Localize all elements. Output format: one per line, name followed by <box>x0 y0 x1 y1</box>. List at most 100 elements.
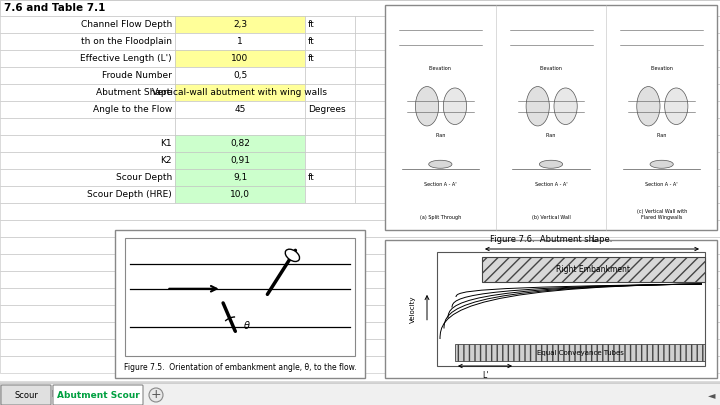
Ellipse shape <box>444 88 467 124</box>
Bar <box>420 67 550 84</box>
Ellipse shape <box>285 249 300 262</box>
Ellipse shape <box>636 87 660 126</box>
Bar <box>0 288 720 305</box>
Text: m HEC-18 (FHWA): m HEC-18 (FHWA) <box>4 390 80 399</box>
Bar <box>420 50 550 67</box>
Bar <box>0 84 175 101</box>
Text: m: m <box>553 173 562 182</box>
Bar <box>420 186 550 203</box>
Bar <box>600 152 720 169</box>
Bar <box>600 135 720 152</box>
Bar <box>455 344 705 361</box>
Text: 0,82: 0,82 <box>230 139 250 148</box>
Bar <box>0 67 175 84</box>
Ellipse shape <box>415 87 438 126</box>
Text: Figure 7.5.  Orientation of embankment angle, θ, to the flow.: Figure 7.5. Orientation of embankment an… <box>124 362 356 371</box>
Text: 30,5: 30,5 <box>475 54 495 63</box>
Text: ft: ft <box>308 37 315 46</box>
Text: Scour Depth (HRE): Scour Depth (HRE) <box>87 190 172 199</box>
Bar <box>420 152 550 169</box>
Bar <box>550 84 600 101</box>
Bar <box>385 240 717 378</box>
Text: Vertical-wall abutment with wing walls: Vertical-wall abutment with wing walls <box>153 88 328 97</box>
Text: Equal Conveyance Tubes: Equal Conveyance Tubes <box>536 350 624 356</box>
Bar <box>0 237 720 254</box>
Bar <box>305 135 355 152</box>
Bar <box>305 101 355 118</box>
Text: (b) Vertical Wall: (b) Vertical Wall <box>531 215 570 220</box>
Bar <box>0 101 175 118</box>
Text: 7.6 and Table 7.1: 7.6 and Table 7.1 <box>4 3 105 13</box>
Text: m: m <box>553 37 562 46</box>
Bar <box>550 101 600 118</box>
Text: 45: 45 <box>480 105 491 114</box>
Bar <box>0 203 720 220</box>
Text: Elevation: Elevation <box>429 66 451 70</box>
Bar <box>600 186 720 203</box>
Bar <box>355 84 420 101</box>
Text: 0,91: 0,91 <box>230 156 250 165</box>
Bar <box>0 271 720 288</box>
Text: L: L <box>591 235 596 244</box>
Text: Effective Length (L'): Effective Length (L') <box>81 54 172 63</box>
Text: Degrees: Degrees <box>553 105 590 114</box>
Bar <box>0 135 175 152</box>
Ellipse shape <box>650 160 673 168</box>
Bar <box>175 186 305 203</box>
Text: K1: K1 <box>161 139 172 148</box>
Bar <box>355 118 420 135</box>
Text: ft: ft <box>308 20 315 29</box>
Bar <box>0 254 720 271</box>
Bar <box>600 67 720 84</box>
Bar <box>0 186 175 203</box>
Text: Elevation: Elevation <box>539 66 562 70</box>
Text: Angle to the Flow: Angle to the Flow <box>93 105 172 114</box>
Bar <box>305 33 355 50</box>
Bar <box>305 84 355 101</box>
Bar <box>175 16 305 33</box>
Bar <box>437 252 705 366</box>
Bar <box>0 383 720 405</box>
Bar <box>600 16 720 33</box>
Bar <box>115 230 365 378</box>
Bar <box>420 135 550 152</box>
Text: 2,3: 2,3 <box>233 20 247 29</box>
Bar <box>420 118 550 135</box>
Text: Section A - A': Section A - A' <box>645 183 678 188</box>
Bar <box>550 33 600 50</box>
Bar <box>0 305 720 322</box>
Bar <box>600 84 720 101</box>
Ellipse shape <box>554 88 577 124</box>
Bar <box>0 339 720 356</box>
Bar <box>600 118 720 135</box>
Text: m: m <box>553 20 562 29</box>
Ellipse shape <box>526 87 549 126</box>
Text: +: + <box>150 388 161 401</box>
Text: Froude Number: Froude Number <box>102 71 172 80</box>
Text: (c) Vertical Wall with
Flared Wingwalls: (c) Vertical Wall with Flared Wingwalls <box>636 209 687 220</box>
Bar <box>355 50 420 67</box>
Text: ft: ft <box>308 54 315 63</box>
Ellipse shape <box>539 160 562 168</box>
Bar <box>385 5 717 230</box>
Bar <box>175 33 305 50</box>
Bar <box>420 101 550 118</box>
Bar <box>175 101 305 118</box>
Bar <box>550 118 600 135</box>
Text: $\theta$: $\theta$ <box>243 319 251 331</box>
Text: 9,1: 9,1 <box>233 173 247 182</box>
Bar <box>0 33 175 50</box>
Text: Section A - A': Section A - A' <box>424 183 456 188</box>
Bar <box>420 33 550 50</box>
Text: Abutment Scour: Abutment Scour <box>57 390 140 399</box>
Bar <box>0 118 175 135</box>
Bar <box>355 16 420 33</box>
Bar <box>0 50 175 67</box>
Text: 100: 100 <box>231 54 248 63</box>
Text: 0,91: 0,91 <box>475 156 495 165</box>
Text: 0,7: 0,7 <box>478 20 492 29</box>
Bar <box>550 16 600 33</box>
Text: Abutment Shape: Abutment Shape <box>96 88 172 97</box>
Text: 0,5: 0,5 <box>233 71 247 80</box>
FancyBboxPatch shape <box>53 385 143 405</box>
